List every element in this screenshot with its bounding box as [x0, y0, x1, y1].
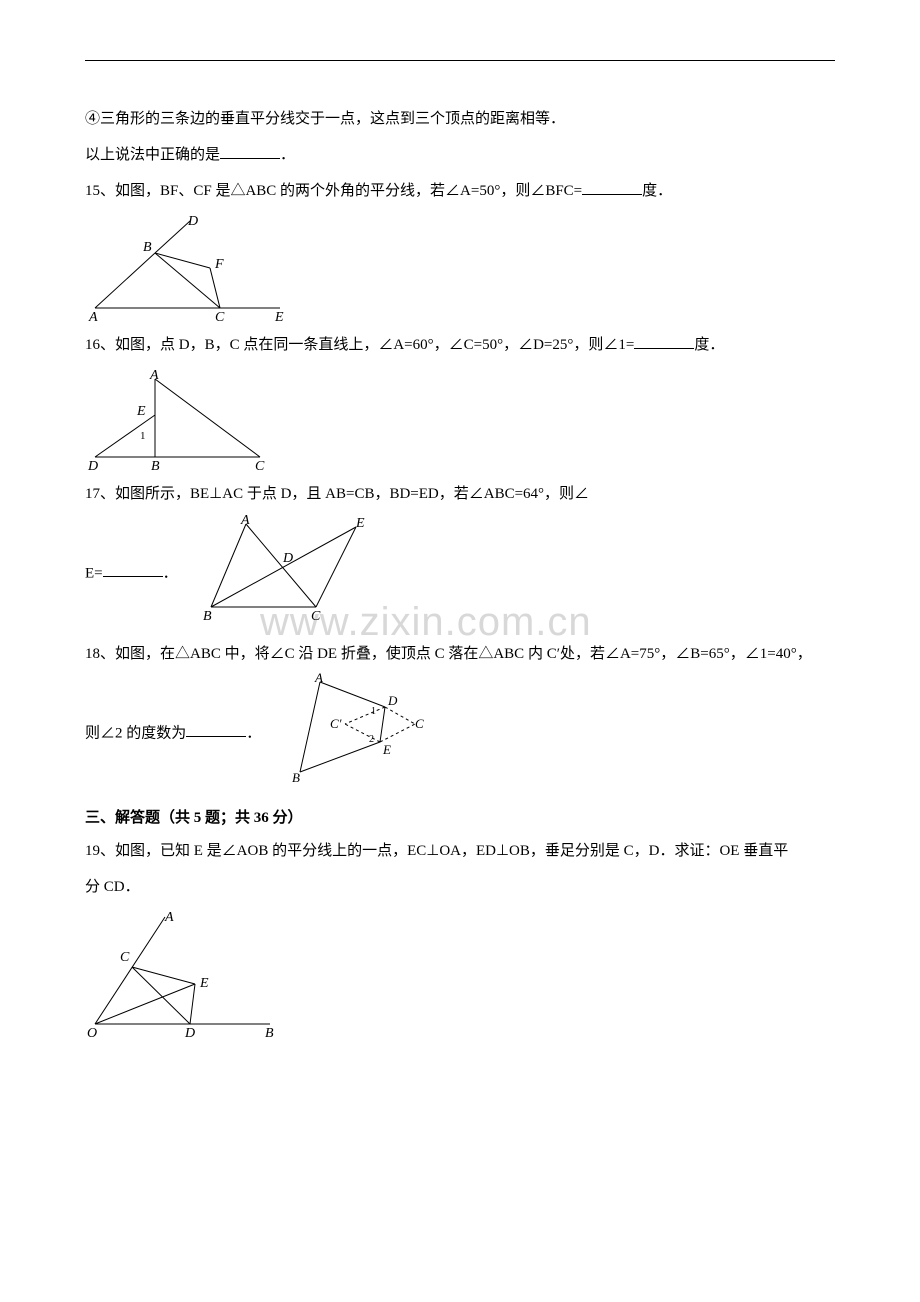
q18-line2: 则∠2 的度数为 ． A B — [85, 672, 835, 796]
q14-item4: ④三角形的三条边的垂直平分线交于一点，这点到三个顶点的距离相等． — [85, 101, 835, 137]
q17-label-B: B — [203, 609, 212, 622]
q18-label-Cp: C′ — [330, 716, 342, 731]
q18-figure: A B C C′ D E 1 2 — [265, 672, 435, 782]
q15-label-F: F — [214, 257, 224, 272]
q19-line2: 分 CD． — [85, 869, 835, 905]
q17-text2: E= ． A E D B C — [85, 512, 835, 636]
q18-blank — [186, 721, 246, 737]
q16-label-1: 1 — [140, 430, 146, 442]
q17-e-prefix: E= — [85, 565, 103, 581]
q15-label-C: C — [215, 310, 225, 323]
q17-figure: A E D B C — [181, 512, 381, 622]
q15-label-E: E — [274, 310, 284, 323]
q17-text: 17、如图所示，BE⊥AC 于点 D，且 AB=CB，BD=ED，若∠ABC=6… — [85, 476, 835, 512]
q15-before: 15、如图，BF、CF 是△ABC 的两个外角的平分线，若∠A=50°，则∠BF… — [85, 183, 582, 199]
top-horizontal-rule — [85, 60, 835, 61]
q15-text: 15、如图，BF、CF 是△ABC 的两个外角的平分线，若∠A=50°，则∠BF… — [85, 173, 835, 209]
q16-figure: A E 1 D B C — [85, 367, 275, 472]
q16-text: 16、如图，点 D，B，C 点在同一条直线上，∠A=60°，∠C=50°，∠D=… — [85, 327, 835, 363]
q17-blank — [103, 561, 163, 577]
q19-label-D: D — [184, 1026, 195, 1039]
q19-label-C: C — [120, 950, 130, 965]
q18-label-B: B — [292, 770, 300, 782]
q17-before: 17、如图所示，BE⊥AC 于点 D，且 AB=CB，BD=ED，若∠ABC=6… — [85, 486, 589, 502]
q18-label-C: C — [415, 716, 424, 731]
q16-label-A: A — [149, 368, 159, 383]
q18-before2: 则∠2 的度数为 — [85, 725, 186, 741]
q18-label-1: 1 — [371, 706, 376, 717]
q14-prompt-after: ． — [280, 147, 295, 163]
q17-label-A: A — [240, 513, 250, 528]
q19-label-A: A — [164, 910, 174, 925]
q18-label-A: A — [314, 672, 323, 685]
q17-label-E: E — [355, 516, 365, 531]
q17-label-D: D — [282, 551, 293, 566]
q14-prompt: 以上说法中正确的是 ． — [85, 137, 835, 173]
q18-label-D: D — [387, 693, 398, 708]
q16-blank — [634, 333, 694, 349]
q16-label-D: D — [87, 459, 98, 472]
q14-blank — [220, 143, 280, 159]
q15-figure: D B F A C E — [85, 213, 285, 323]
q19-line1: 19、如图，已知 E 是∠AOB 的平分线上的一点，EC⊥OA，ED⊥OB，垂足… — [85, 833, 835, 869]
q15-label-A: A — [88, 310, 98, 323]
section3-title: 三、解答题（共 5 题；共 36 分） — [85, 806, 835, 827]
q19-label-B: B — [265, 1026, 274, 1039]
q14-prompt-before: 以上说法中正确的是 — [85, 147, 220, 163]
q17-label-C: C — [311, 609, 321, 622]
q18-after2: ． — [246, 725, 261, 741]
q15-blank — [582, 179, 642, 195]
q15-after: 度． — [642, 183, 672, 199]
q19-label-O: O — [87, 1026, 97, 1039]
q18-label-E: E — [382, 742, 391, 757]
q16-label-B: B — [151, 459, 160, 472]
q19-figure: A C E O D B — [85, 909, 285, 1039]
q19-label-E: E — [199, 976, 209, 991]
q18-line1: 18、如图，在△ABC 中，将∠C 沿 DE 折叠，使顶点 C 落在△ABC 内… — [85, 636, 835, 672]
q16-before: 16、如图，点 D，B，C 点在同一条直线上，∠A=60°，∠C=50°，∠D=… — [85, 337, 634, 353]
q17-after: ． — [163, 565, 178, 581]
q16-after: 度． — [694, 337, 724, 353]
q18-label-2: 2 — [369, 734, 374, 745]
q15-label-D: D — [187, 214, 198, 229]
q16-label-E: E — [136, 404, 146, 419]
q15-label-B: B — [143, 240, 152, 255]
q16-label-C: C — [255, 459, 265, 472]
